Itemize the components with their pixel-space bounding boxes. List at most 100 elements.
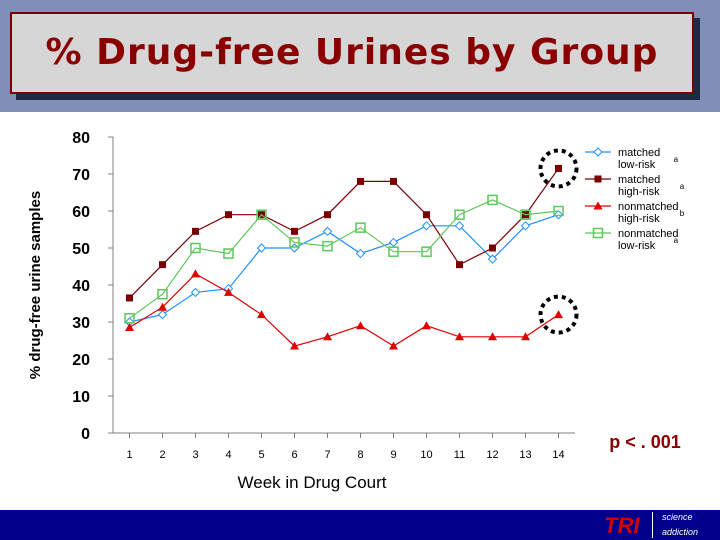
data-point (487, 194, 498, 206)
legend-label: nonmatched (618, 228, 679, 240)
data-point (289, 237, 300, 248)
data-point (357, 177, 364, 185)
x-tick-label: 8 (357, 449, 363, 461)
data-point (422, 321, 431, 330)
x-tick-label: 6 (291, 449, 297, 461)
data-point (124, 313, 135, 324)
legend-superscript: b (680, 209, 685, 218)
data-point (520, 221, 531, 231)
data-point (158, 302, 167, 311)
x-tick-label: 12 (486, 449, 498, 461)
x-tick-label: 1 (126, 449, 132, 461)
data-point (456, 261, 463, 269)
data-point (290, 341, 299, 350)
data-point (192, 227, 199, 235)
data-point (454, 209, 465, 220)
data-point (190, 287, 201, 298)
x-tick-label: 7 (324, 449, 330, 461)
data-point (225, 211, 232, 219)
legend-label: low-risk (618, 159, 656, 171)
data-point (224, 287, 233, 296)
x-tick-label: 14 (552, 449, 564, 461)
title-box: % Drug-free Urines by Group (10, 12, 694, 94)
data-point (488, 332, 497, 341)
legend-label: high-risk (618, 186, 660, 198)
legend-label: high-risk (618, 213, 660, 225)
data-point (553, 209, 564, 220)
data-point (190, 242, 201, 254)
y-tick-label: 30 (72, 315, 90, 332)
x-axis-title: Week in Drug Court (238, 473, 387, 492)
p-value-label: p < . 001 (609, 432, 681, 452)
x-tick-label: 9 (390, 449, 396, 461)
data-point (126, 294, 133, 302)
data-point (421, 246, 432, 257)
series-nonmatched-low-risk (124, 194, 564, 324)
legend-label: low-risk (618, 240, 656, 252)
legend-superscript: a (674, 155, 679, 164)
y-tick-label: 20 (72, 352, 90, 369)
data-point (257, 310, 266, 319)
data-point (322, 226, 333, 237)
data-point (487, 254, 498, 264)
legend-superscript: a (674, 236, 679, 245)
y-tick-label: 40 (72, 278, 90, 295)
y-tick-label: 0 (81, 426, 90, 443)
x-tick-label: 13 (519, 449, 531, 461)
data-point (223, 248, 234, 259)
data-point (593, 147, 603, 157)
data-point (323, 332, 332, 341)
data-point (520, 209, 531, 220)
data-point (291, 227, 298, 235)
data-point (322, 240, 333, 252)
data-point (554, 310, 563, 319)
data-point (125, 323, 134, 332)
x-tick-label: 4 (225, 449, 231, 461)
data-point (157, 309, 168, 320)
data-point (594, 175, 602, 183)
data-point (355, 222, 366, 233)
y-tick-label: 10 (72, 389, 90, 406)
data-point (592, 227, 604, 239)
data-point (388, 237, 399, 248)
data-point (455, 332, 464, 341)
y-tick-label: 70 (72, 167, 90, 184)
data-point (289, 243, 300, 253)
data-point (324, 211, 331, 219)
chart-series (124, 164, 564, 350)
data-point (388, 246, 399, 257)
logo-tagline-science: science (662, 512, 693, 522)
logo-divider (652, 512, 653, 538)
data-point (521, 332, 530, 341)
data-point (423, 211, 430, 219)
series-line (129, 199, 559, 319)
data-point (355, 248, 366, 259)
legend-superscript: a (680, 182, 685, 191)
y-tick-label: 60 (72, 204, 90, 221)
series-matched-high-risk (126, 164, 562, 302)
data-point (157, 289, 168, 300)
highlight-circle (538, 294, 579, 335)
legend-label: matched (618, 174, 660, 186)
x-tick-label: 5 (258, 449, 264, 461)
x-tick-label: 11 (454, 449, 465, 461)
chart-annotations (538, 148, 579, 335)
y-tick-label: 50 (72, 241, 90, 258)
series-nonmatched-high-risk (125, 269, 563, 350)
series-matched-low-risk (124, 209, 564, 327)
data-point (356, 321, 365, 330)
data-point (489, 244, 496, 252)
x-tick-label: 10 (420, 449, 432, 461)
tri-logo: TRI (604, 513, 640, 538)
logo-tagline-addiction: addiction (662, 527, 699, 537)
data-point (454, 221, 465, 231)
highlight-circle (538, 148, 579, 189)
